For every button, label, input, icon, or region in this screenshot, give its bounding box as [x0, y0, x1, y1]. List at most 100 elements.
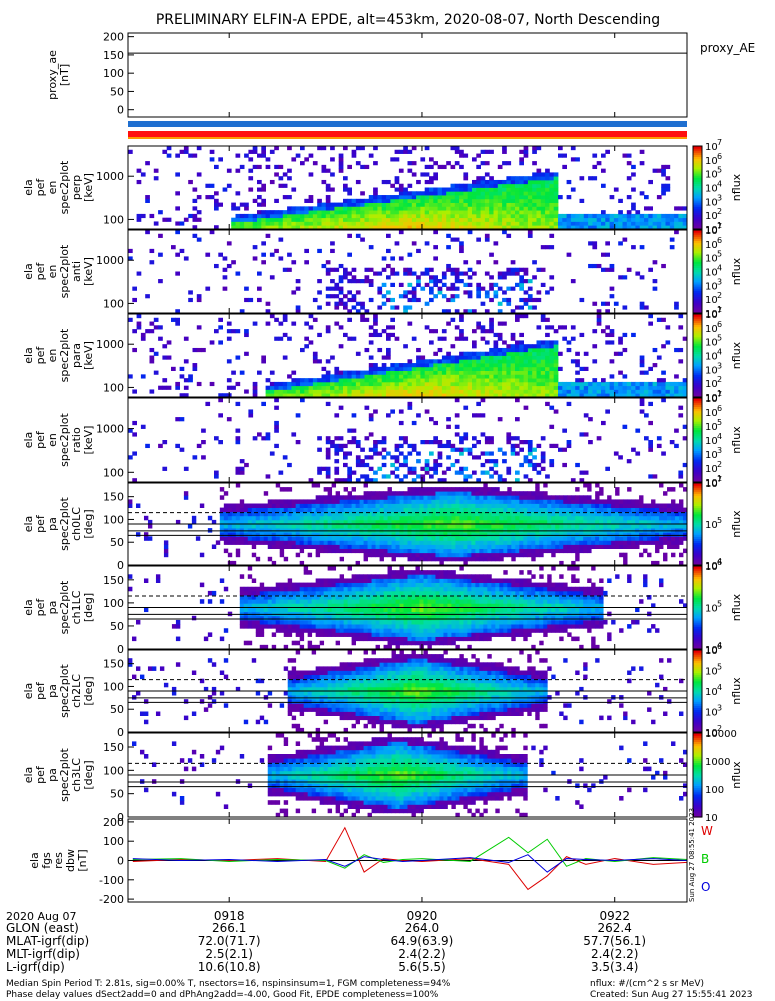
heatmap-cell — [167, 386, 172, 390]
heatmap-cell — [296, 206, 301, 210]
heatmap-cell — [571, 325, 576, 329]
heatmap-cell — [476, 374, 481, 378]
heatmap-cell — [372, 553, 376, 558]
heatmap-cell — [408, 363, 413, 367]
heatmap-cell — [264, 524, 268, 529]
heatmap-cell — [377, 382, 382, 386]
heatmap-cell — [365, 199, 370, 203]
heatmap-cell — [485, 367, 490, 371]
heatmap-cell — [601, 221, 606, 225]
heatmap-cell — [537, 172, 542, 176]
heatmap-cell — [364, 504, 368, 509]
heatmap-cell — [498, 417, 503, 421]
heatmap-cell — [455, 268, 460, 272]
heatmap-cell — [442, 363, 447, 367]
heatmap-cell — [364, 516, 368, 521]
heatmap-cell — [220, 487, 224, 492]
heatmap-cell — [423, 545, 427, 550]
heatmap-cell — [483, 545, 487, 550]
heatmap-cell — [386, 337, 391, 341]
heatmap-cell — [274, 249, 279, 253]
heatmap-cell — [224, 536, 228, 541]
heatmap-cell — [390, 455, 395, 459]
heatmap-cell — [489, 436, 494, 440]
heatmap-cell — [399, 378, 404, 382]
heatmap-cell — [485, 378, 490, 382]
heatmap-cell — [563, 545, 567, 550]
heatmap-cell — [334, 371, 339, 375]
heatmap-cell — [670, 221, 675, 225]
heatmap-cell — [420, 203, 425, 207]
heatmap-cell — [543, 495, 547, 500]
heatmap-cell — [360, 221, 365, 225]
heatmap-cell — [228, 508, 232, 512]
heatmap-cell — [607, 499, 611, 504]
heatmap-cell — [583, 516, 587, 521]
heatmap-cell — [382, 256, 387, 260]
heatmap-cell — [231, 221, 236, 225]
heatmap-cell — [446, 298, 451, 302]
heatmap-cell — [399, 214, 404, 218]
heatmap-cell — [549, 210, 554, 214]
heatmap-cell — [287, 210, 292, 214]
heatmap-cell — [408, 206, 413, 210]
heatmap-cell — [532, 363, 537, 367]
heatmap-cell — [252, 536, 256, 541]
heatmap-cell — [408, 283, 413, 287]
heatmap-cell — [419, 499, 423, 504]
heatmap-cell — [373, 389, 378, 393]
heatmap-cell — [455, 199, 460, 203]
heatmap-cell — [340, 524, 344, 529]
heatmap-cell — [197, 172, 202, 176]
heatmap-cell — [257, 195, 262, 199]
heatmap-cell — [408, 290, 413, 294]
heatmap-cell — [227, 337, 232, 341]
heatmap-cell — [395, 467, 400, 471]
heatmap-cell — [438, 363, 443, 367]
heatmap-cell — [498, 371, 503, 375]
heatmap-cell — [481, 161, 486, 165]
heatmap-cell — [446, 195, 451, 199]
heatmap-cell — [481, 363, 486, 367]
heatmap-cell — [575, 389, 580, 393]
heatmap-cell — [583, 483, 587, 488]
heatmap-cell — [545, 169, 550, 173]
heatmap-cell — [279, 389, 284, 393]
heatmap-cell — [537, 356, 542, 360]
heatmap-cell — [511, 188, 516, 192]
heatmap-cell — [316, 532, 320, 537]
heatmap-cell — [515, 471, 520, 475]
heatmap-cell — [554, 180, 559, 184]
heatmap-cell — [528, 371, 533, 375]
heatmap-cell — [648, 268, 653, 272]
heatmap-cell — [205, 184, 210, 188]
heatmap-cell — [587, 487, 591, 492]
heatmap-cell — [657, 169, 662, 173]
heatmap-cell — [429, 386, 434, 390]
heatmap-cell — [494, 352, 499, 356]
heatmap-cell — [438, 210, 443, 214]
heatmap-cell — [595, 508, 599, 512]
heatmap-cell — [261, 359, 266, 363]
heatmap-cell — [188, 378, 193, 382]
heatmap-cell — [144, 536, 148, 541]
heatmap-cell — [511, 444, 516, 448]
heatmap-cell — [619, 553, 623, 558]
heatmap-cell — [499, 499, 503, 504]
heatmap-cell — [528, 294, 533, 298]
heatmap-cell — [365, 214, 370, 218]
heatmap-cell — [390, 333, 395, 337]
heatmap-cell — [523, 504, 527, 509]
heatmap-cell — [244, 206, 249, 210]
heatmap-cell — [343, 455, 348, 459]
heatmap-cell — [231, 218, 236, 222]
heatmap-cell — [532, 150, 537, 154]
heatmap-cell — [425, 146, 430, 150]
heatmap-cell — [256, 504, 260, 509]
heatmap-cell — [511, 378, 516, 382]
heatmap-cell — [599, 491, 603, 496]
heatmap-cell — [515, 389, 520, 393]
heatmap-cell — [468, 359, 473, 363]
heatmap-cell — [592, 344, 597, 348]
heatmap-cell — [532, 218, 537, 222]
